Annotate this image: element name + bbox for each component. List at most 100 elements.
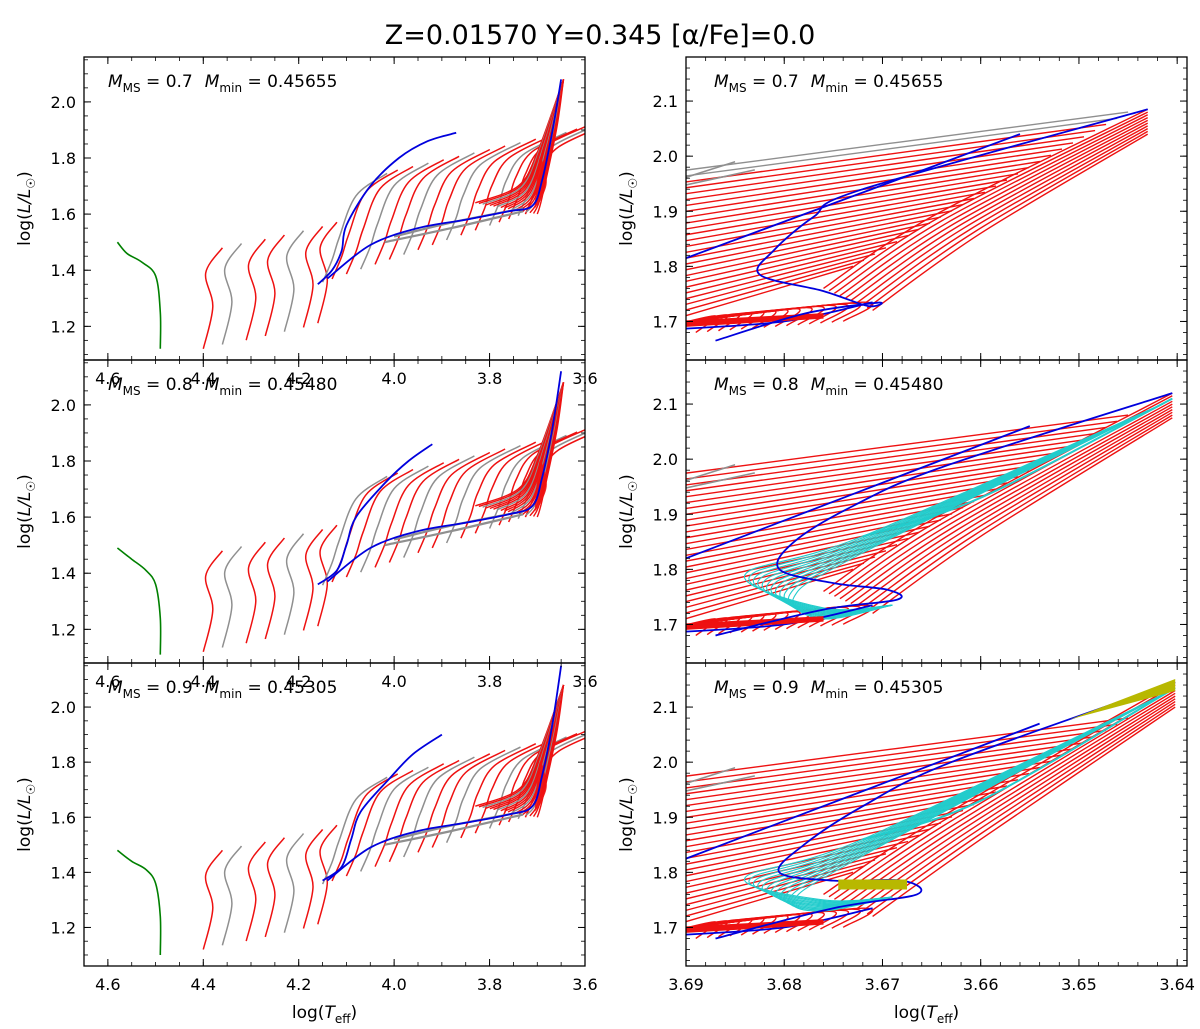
track-line [284,231,303,332]
y-tick-label: 1.2 [51,620,76,639]
y-tick-label: 1.8 [51,149,76,168]
plot-area [117,666,606,955]
series-hottest-track [117,548,160,655]
track-line [246,842,265,941]
y-tick-label: 1.7 [653,312,678,331]
track-line [222,244,241,345]
track-line [389,761,459,862]
y-tick-label: 1.6 [51,808,76,827]
x-tick-label: 4.4 [191,975,216,994]
track-line [265,538,284,639]
y-tick-label: 2.0 [51,93,76,112]
y-axis-label: log(L/L☉) [15,474,38,549]
panel-right-top: 1.71.81.92.02.1log(L/L☉)MMS = 0.7 Mmin = … [617,57,1187,360]
track-line [404,153,475,255]
plot-area [117,79,606,348]
track-line [304,226,323,327]
bundle-line [856,410,1172,606]
y-tick-label: 2.1 [653,92,678,111]
x-tick-label: 4.0 [381,369,406,388]
series-blue-track [318,133,456,284]
track-line [284,534,303,635]
y-tick-label: 2.1 [653,698,678,717]
x-tick-label: 3.8 [477,672,502,691]
y-tick-label: 1.4 [51,261,76,280]
x-tick-label: 3.8 [477,975,502,994]
y-tick-label: 1.8 [51,452,76,471]
y-tick-label: 2.0 [653,147,678,166]
panel-right-bottom: 1.71.81.92.02.13.69 3.68 3.67 3.66 3.65 3.64l… [617,663,1195,1026]
track-line [418,754,490,853]
track-line [375,463,444,568]
track-line [222,547,241,648]
track-line [389,156,459,259]
y-tick-label: 1.4 [51,863,76,882]
y-tick-label: 2.0 [653,753,678,772]
x-tick-label: 3.67 [865,975,901,994]
x-tick-label: 4.0 [381,672,406,691]
panel-annotation: MMS = 0.7 Mmin = 0.45655 [108,72,337,95]
plot-area [666,393,1172,635]
y-axis-label: log(L/L☉) [15,777,38,852]
series-hottest-track [117,850,160,955]
panel-left-bottom: 1.21.41.61.82.04.6 4.4 4.2 4.0 3.8 3.6log(L/L… [15,663,607,1026]
y-axis-label: log(L/L☉) [617,171,640,246]
track-line [418,150,490,250]
y-tick-label: 2.0 [653,450,678,469]
panel-left-top: 1.21.41.61.82.04.6 4.4 4.2 4.0 3.8 3.6log(L/L… [15,57,607,388]
y-tick-label: 1.8 [653,257,678,276]
plot-area [666,109,1147,340]
track-line [375,160,444,265]
track-line [304,529,323,630]
x-axis-label: log(Teff) [292,1003,357,1026]
y-tick-label: 2.0 [51,698,76,717]
track-line [418,453,490,553]
x-axis-label: log(Teff) [894,1003,959,1026]
x-tick-label: 4.2 [286,975,311,994]
plot-area [117,371,606,654]
track-line [203,850,222,949]
figure: Z=0.01570 Y=0.345 [α/Fe]=0.0 1.2 1.4 1.6 1.… [0,0,1200,1029]
track-line [346,470,413,578]
y-tick-label: 1.2 [51,918,76,937]
y-tick-label: 1.8 [51,753,76,772]
track-line [222,846,241,945]
track-line [265,838,284,937]
track-line [203,248,222,349]
panel-annotation: MMS = 0.9 Mmin = 0.45305 [714,678,943,701]
track-line [404,757,475,857]
panel-annotation: MMS = 0.8 Mmin = 0.45480 [714,375,943,398]
x-tick-label: 3.68 [766,975,802,994]
track-line [389,459,459,562]
x-tick-label: 3.69 [668,975,704,994]
y-tick-label: 1.8 [653,863,678,882]
x-tick-label: 3.8 [477,369,502,388]
track-line [246,239,265,340]
track-line [284,834,303,933]
y-tick-label: 1.6 [51,205,76,224]
panel-annotation: MMS = 0.8 Mmin = 0.45480 [108,375,337,398]
panel-left-middle: 1.21.41.61.82.04.6 4.4 4.2 4.0 3.8 3.6log(L/L… [15,360,607,691]
track-line [346,167,413,275]
x-tick-label: 3.65 [1061,975,1097,994]
x-tick-label: 4.6 [95,975,120,994]
track-line [404,456,475,558]
bundle-line [851,696,1175,907]
y-axis-label: log(L/L☉) [617,474,640,549]
y-tick-label: 1.9 [653,202,678,221]
series-blue-track [318,444,433,584]
y-tick-label: 1.6 [51,508,76,527]
y-tick-label: 2.0 [51,396,76,415]
panel-right-middle: 1.71.81.92.02.1log(L/L☉)MMS = 0.8 Mmin = … [617,360,1187,663]
y-tick-label: 1.7 [653,615,678,634]
figure-title: Z=0.01570 Y=0.345 [α/Fe]=0.0 [385,20,816,51]
track-line [246,542,265,643]
series-hottest-track [117,242,160,349]
y-axis-label: log(L/L☉) [15,171,38,246]
panels: 1.2 1.4 1.6 1.8 2.0 4.6 4.4 4.2 4.0 3.8 3.6 log(L/L… [15,57,1195,1026]
x-tick-label: 3.64 [1159,975,1195,994]
axes-frame [686,57,1187,360]
y-axis-label: log(L/L☉) [617,777,640,852]
track-line [304,829,323,928]
track-line [265,235,284,336]
